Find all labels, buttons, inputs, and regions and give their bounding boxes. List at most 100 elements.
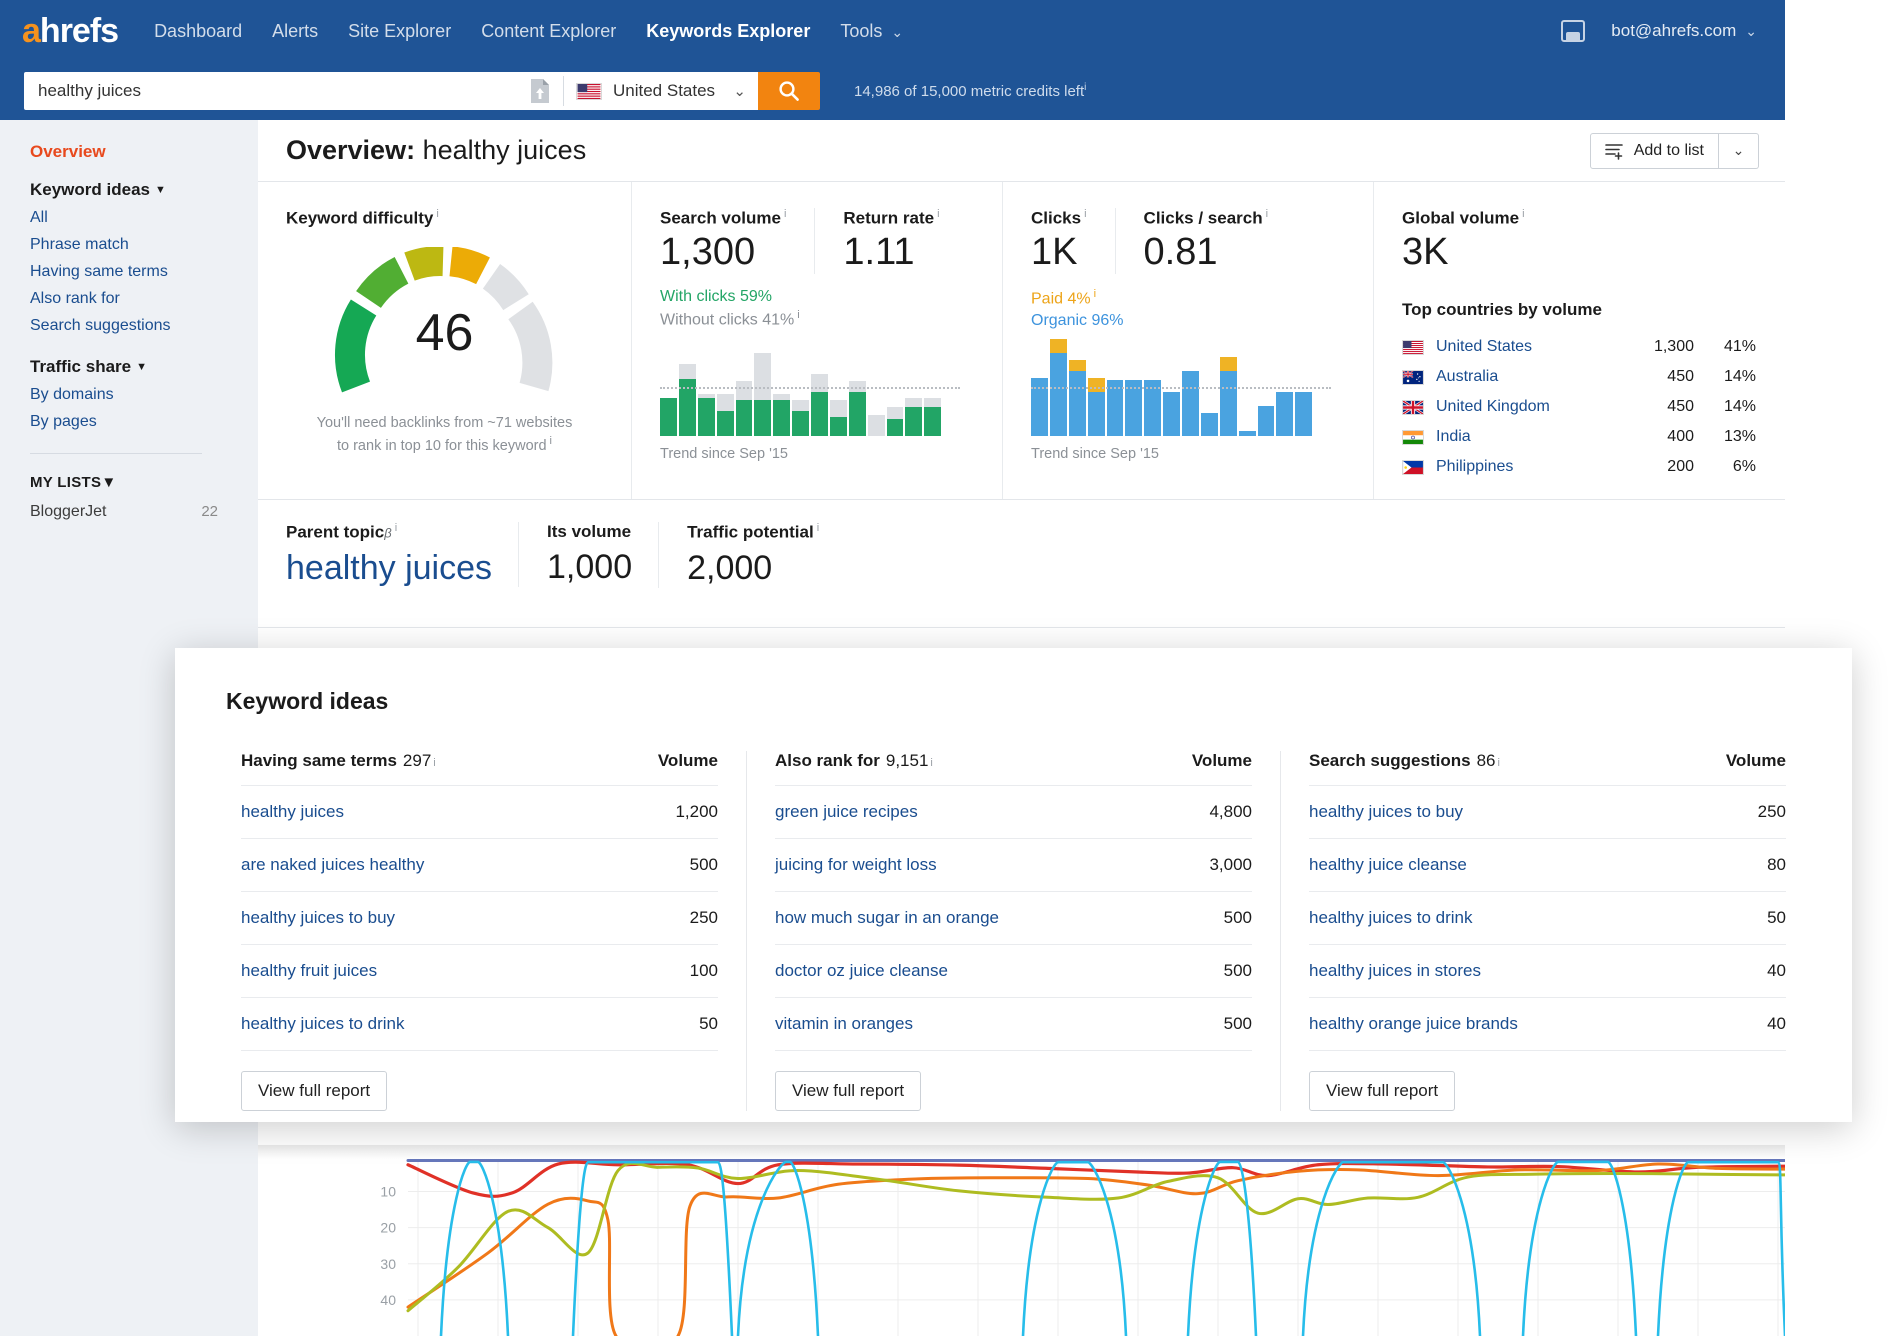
country-name[interactable]: Philippines — [1436, 458, 1514, 476]
info-icon[interactable]: i — [783, 208, 787, 220]
keyword-ideas-row[interactable]: healthy juice cleanse 80 — [1309, 838, 1786, 891]
keyword-ideas-row[interactable]: doctor oz juice cleanse 500 — [775, 944, 1252, 997]
sidebar-item-phrase-match[interactable]: Phrase match — [30, 236, 129, 253]
add-to-list-button[interactable]: Add to list — [1589, 132, 1719, 169]
keyword-ideas-row[interactable]: healthy juices to buy 250 — [241, 891, 718, 944]
info-icon[interactable]: i — [1522, 208, 1525, 220]
view-full-report-button[interactable]: View full report — [775, 1071, 922, 1111]
keyword-ideas-row[interactable]: healthy juices 1,200 — [241, 785, 718, 838]
parent-topic-value[interactable]: healthy juices — [286, 548, 493, 587]
sidebar-item-overview[interactable]: Overview — [30, 142, 106, 161]
info-icon[interactable]: i — [1093, 288, 1097, 301]
without-clicks-text: Without clicks 41% — [660, 311, 795, 329]
sidebar-list-item[interactable]: BloggerJet 22 — [30, 503, 218, 521]
keyword-ideas-row[interactable]: healthy juices to drink 50 — [241, 997, 718, 1050]
info-icon[interactable]: i — [433, 757, 436, 769]
sidebar-group-keyword-ideas[interactable]: Keyword ideas ▼ — [30, 180, 258, 200]
sidebar-group-traffic-share[interactable]: Traffic share ▼ — [30, 357, 258, 377]
column-count: 297 — [402, 751, 432, 770]
keyword-ideas-row[interactable]: how much sugar in an orange 500 — [775, 891, 1252, 944]
organic-clicks-label: Organic 96% — [1031, 311, 1124, 329]
keyword-ideas-row[interactable]: healthy juices in stores 40 — [1309, 944, 1786, 997]
nav-item-dashboard[interactable]: Dashboard — [154, 20, 243, 41]
parent-topic-block: Parent topicβ i healthy juices — [258, 522, 492, 588]
nav-item-site-explorer[interactable]: Site Explorer — [348, 20, 452, 41]
search-volume-trend-label: Trend since Sep '15 — [660, 445, 788, 462]
upload-file-icon[interactable] — [529, 78, 551, 104]
country-row[interactable]: India 400 13% — [1402, 422, 1785, 452]
traffic-potential-label-text: Traffic potential — [687, 522, 814, 542]
nav-item-tools[interactable]: Tools ⌄ — [840, 21, 903, 42]
country-selector[interactable]: United States ⌄ — [564, 72, 758, 110]
country-row[interactable]: Philippines 200 6% — [1402, 452, 1785, 482]
sparkline-bar — [1068, 346, 1086, 436]
info-icon[interactable]: i — [549, 434, 552, 447]
sparkline-bar-primary — [886, 418, 904, 436]
info-icon[interactable]: i — [797, 309, 800, 322]
user-account-menu[interactable]: bot@ahrefs.com ⌄ — [1611, 21, 1757, 41]
keyword-link[interactable]: healthy juices to drink — [1309, 908, 1473, 927]
keyword-link[interactable]: healthy juices to buy — [241, 908, 396, 927]
country-name[interactable]: United Kingdom — [1436, 398, 1550, 416]
inbox-icon[interactable] — [1561, 20, 1586, 42]
keyword-ideas-row[interactable]: juicing for weight loss 3,000 — [775, 838, 1252, 891]
search-button[interactable] — [758, 72, 820, 110]
country-name[interactable]: India — [1436, 428, 1471, 446]
ahrefs-logo[interactable]: a hrefs — [22, 14, 119, 48]
sidebar-item-by-pages[interactable]: By pages — [30, 413, 97, 430]
keyword-ideas-row[interactable]: vitamin in oranges 500 — [775, 997, 1252, 1050]
keyword-link[interactable]: healthy juices — [241, 802, 345, 821]
sparkline-bar-primary — [1257, 405, 1275, 436]
keyword-ideas-row[interactable]: healthy orange juice brands 40 — [1309, 997, 1786, 1050]
keyword-link[interactable]: healthy orange juice brands — [1309, 1014, 1518, 1033]
info-icon[interactable]: i — [930, 757, 933, 769]
keyword-ideas-row[interactable]: healthy juices to drink 50 — [1309, 891, 1786, 944]
nav-item-content-explorer[interactable]: Content Explorer — [481, 20, 617, 41]
keyword-link[interactable]: juicing for weight loss — [775, 855, 937, 874]
keyword-link[interactable]: are naked juices healthy — [241, 855, 425, 874]
sidebar-item-search-suggestions[interactable]: Search suggestions — [30, 317, 171, 334]
info-icon[interactable]: i — [1084, 208, 1087, 220]
sidebar-item-all[interactable]: All — [30, 209, 48, 226]
view-full-report-button[interactable]: View full report — [241, 1071, 388, 1111]
flag-ph-icon — [1402, 459, 1424, 475]
sidebar-item-also-rank-for[interactable]: Also rank for — [30, 290, 120, 307]
sidebar-group-my-lists[interactable]: MY LISTS▼ — [30, 474, 258, 491]
info-icon[interactable]: i — [436, 208, 439, 220]
view-full-report-button[interactable]: View full report — [1309, 1071, 1456, 1111]
country-name[interactable]: United States — [1436, 338, 1533, 356]
add-to-list-dropdown-button[interactable]: ⌄ — [1719, 132, 1759, 169]
nav-item-keywords-explorer[interactable]: Keywords Explorer — [646, 20, 811, 41]
country-row[interactable]: United Kingdom 450 14% — [1402, 392, 1785, 422]
keyword-link[interactable]: healthy juice cleanse — [1309, 855, 1467, 874]
search-input[interactable] — [24, 81, 529, 101]
sidebar-item-by-domains[interactable]: By domains — [30, 386, 114, 403]
keyword-ideas-row[interactable]: green juice recipes 4,800 — [775, 785, 1252, 838]
country-row[interactable]: Australia 450 14% — [1402, 362, 1785, 392]
keyword-link[interactable]: vitamin in oranges — [775, 1014, 913, 1033]
keyword-link[interactable]: healthy juices in stores — [1309, 961, 1481, 980]
keyword-link[interactable]: healthy juices to buy — [1309, 802, 1464, 821]
keyword-ideas-row[interactable]: are naked juices healthy 500 — [241, 838, 718, 891]
info-icon[interactable]: i — [1084, 82, 1087, 93]
keyword-link[interactable]: doctor oz juice cleanse — [775, 961, 948, 980]
info-icon[interactable]: i — [937, 208, 940, 220]
keyword-ideas-columns: Having same terms 297 i Volume healthy juice… — [175, 751, 1852, 1111]
country-name[interactable]: Australia — [1436, 368, 1499, 386]
sparkline-bar — [773, 346, 791, 436]
info-icon[interactable]: i — [1497, 757, 1500, 769]
info-icon[interactable]: i — [1265, 208, 1269, 220]
country-row[interactable]: United States 1,300 41% — [1402, 332, 1785, 362]
nav-item-alerts[interactable]: Alerts — [272, 20, 319, 41]
keyword-ideas-row[interactable]: healthy fruit juices 100 — [241, 944, 718, 997]
sparkline-bar — [811, 346, 828, 436]
keyword-link[interactable]: healthy fruit juices — [241, 961, 378, 980]
keyword-link[interactable]: healthy juices to drink — [241, 1014, 405, 1033]
info-icon[interactable]: i — [394, 522, 398, 534]
sparkline-bar — [1125, 346, 1143, 436]
keyword-link[interactable]: how much sugar in an orange — [775, 908, 999, 927]
keyword-link[interactable]: green juice recipes — [775, 802, 918, 821]
sidebar-item-having-same-terms[interactable]: Having same terms — [30, 263, 168, 280]
info-icon[interactable]: i — [816, 522, 820, 534]
keyword-ideas-row[interactable]: healthy juices to buy 250 — [1309, 785, 1786, 838]
